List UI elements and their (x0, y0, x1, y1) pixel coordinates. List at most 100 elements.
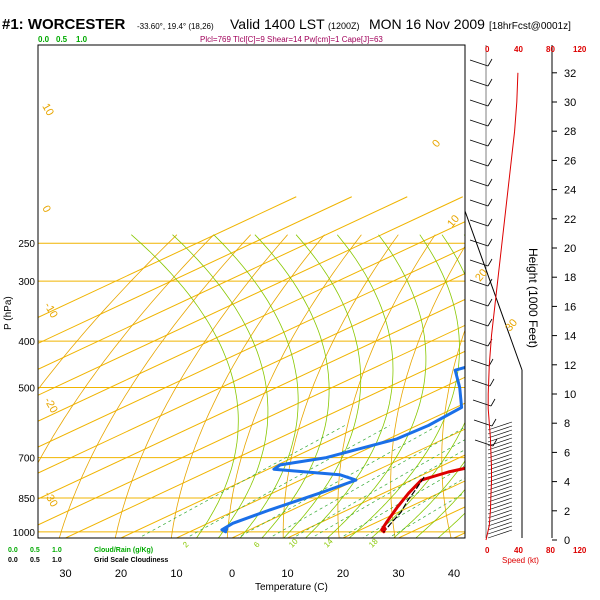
dry-adiabat (58, 234, 251, 538)
isotherm (341, 480, 465, 538)
isotherm (38, 196, 408, 370)
cloud-black-2: 1.0 (52, 557, 62, 564)
mixing-ratio-line (185, 425, 390, 538)
moist-adiabat (348, 234, 460, 538)
isotherm (38, 196, 463, 396)
wind-barb-flag (491, 418, 497, 427)
low-wind-barb (487, 477, 513, 487)
surface-dewpoint-marker (223, 526, 229, 532)
speed-top-2: 80 (546, 45, 555, 54)
temperature-tick-label: 20 (337, 568, 349, 580)
wind-barb-flag (487, 138, 493, 147)
speed-bot-1: 40 (514, 546, 523, 555)
isotherm (38, 298, 465, 500)
height-axis-title: Height (1000 Feet) (526, 248, 540, 348)
parcel-line (383, 476, 425, 533)
moist-adiabat (304, 234, 394, 538)
moist-adiabat (172, 234, 269, 538)
profiles (220, 365, 465, 534)
wind-barb-flag (487, 198, 493, 207)
low-wind-barb (487, 513, 513, 523)
wind-barb (469, 279, 489, 287)
speed-top-3: 120 (573, 45, 587, 54)
isotherm-label: 30 (503, 317, 520, 334)
wind-barb (469, 159, 489, 167)
isotherm (286, 454, 465, 538)
cloud-green-label: Cloud/Rain (g/Kg) (94, 547, 153, 554)
wind-barb (469, 139, 489, 147)
temperature-tick-label: 20 (115, 568, 127, 580)
height-tick-label: 6 (564, 447, 570, 459)
isotherm (501, 197, 600, 542)
cloud-black-label: Grid Scale Cloudiness (94, 557, 168, 564)
isotherm (38, 272, 465, 474)
low-wind-barb (487, 509, 513, 519)
height-tick-label: 0 (564, 535, 570, 547)
cloud-legend-bottom: 0.0 0.5 1.0 Cloud/Rain (g/Kg) 0.0 0.5 1.… (8, 547, 168, 564)
wind-barb (469, 179, 489, 187)
height-tick-label: 24 (564, 185, 576, 197)
mixing-ratio-line (387, 492, 465, 538)
y-axis-title: P (hPa) (3, 296, 14, 330)
low-wind-barb (487, 525, 513, 535)
wind-barb-flag (490, 398, 496, 407)
panel-divider (464, 210, 523, 371)
pressure-tick-label: 850 (18, 494, 35, 505)
height-tick-label: 26 (564, 155, 576, 167)
low-wind-barb (487, 457, 513, 467)
pressure-tick-label: 250 (18, 239, 35, 250)
mixing-ratio-line (268, 426, 465, 538)
cloud-black-1: 0.5 (30, 557, 40, 564)
station-title: #1: WORCESTER (2, 16, 126, 33)
pressure-tick-label: 500 (18, 384, 35, 395)
wind-barb (469, 199, 489, 207)
isotherm-label: 10 (445, 213, 462, 230)
wind-barb (470, 359, 490, 367)
temperature-tick-label: 10 (281, 568, 293, 580)
surface-temperature-marker (381, 526, 387, 532)
wind-barb (469, 59, 489, 67)
height-tick-label: 18 (564, 272, 576, 284)
dry-adiabat (337, 234, 436, 538)
wind-barb (471, 379, 491, 387)
height-tick-label: 12 (564, 360, 576, 372)
wind-speed-line (485, 72, 519, 541)
low-wind-barb (487, 429, 513, 439)
wind-barb-flag (487, 258, 493, 267)
mixing-ratio-line (310, 449, 465, 538)
isotherm (38, 247, 465, 448)
wind-barb (469, 259, 489, 267)
low-wind-barb (487, 497, 513, 507)
isotherm (38, 196, 352, 344)
cloud-green-1: 0.5 (30, 547, 40, 554)
low-wind-barb (487, 501, 513, 511)
speed-bot-2: 80 (546, 546, 555, 555)
isotherm-label: 20 (473, 267, 490, 284)
wind-barb (469, 79, 489, 87)
height-tick-label: 22 (564, 214, 576, 226)
moist-adiabat (283, 234, 362, 538)
wind-barb (469, 299, 489, 307)
low-wind-barb (487, 489, 513, 499)
wind-barb (469, 339, 489, 347)
pressure-tick-label: 700 (18, 454, 35, 465)
mixing-ratio-line (339, 465, 465, 538)
wind-barb-flag (487, 278, 493, 287)
height-tick-label: 4 (564, 477, 570, 489)
cloud-green-0: 0.0 (8, 547, 18, 554)
dry-adiabat (38, 234, 215, 464)
wind-barb (469, 319, 489, 327)
low-wind-barb (487, 445, 513, 455)
low-wind-barb (487, 437, 513, 447)
height-tick-label: 16 (564, 301, 576, 313)
low-wind-barb (487, 521, 513, 531)
plot-frame (37, 44, 466, 539)
forecast-hour: [18hrFcst@0001z] (489, 21, 571, 32)
wind-barb (469, 99, 489, 107)
mixing-ratio-line (361, 477, 465, 538)
left-isotherm-label: -30 (41, 490, 59, 510)
cloud-scale-top-1: 0.5 (56, 35, 68, 44)
wind-barb-flag (487, 118, 493, 127)
